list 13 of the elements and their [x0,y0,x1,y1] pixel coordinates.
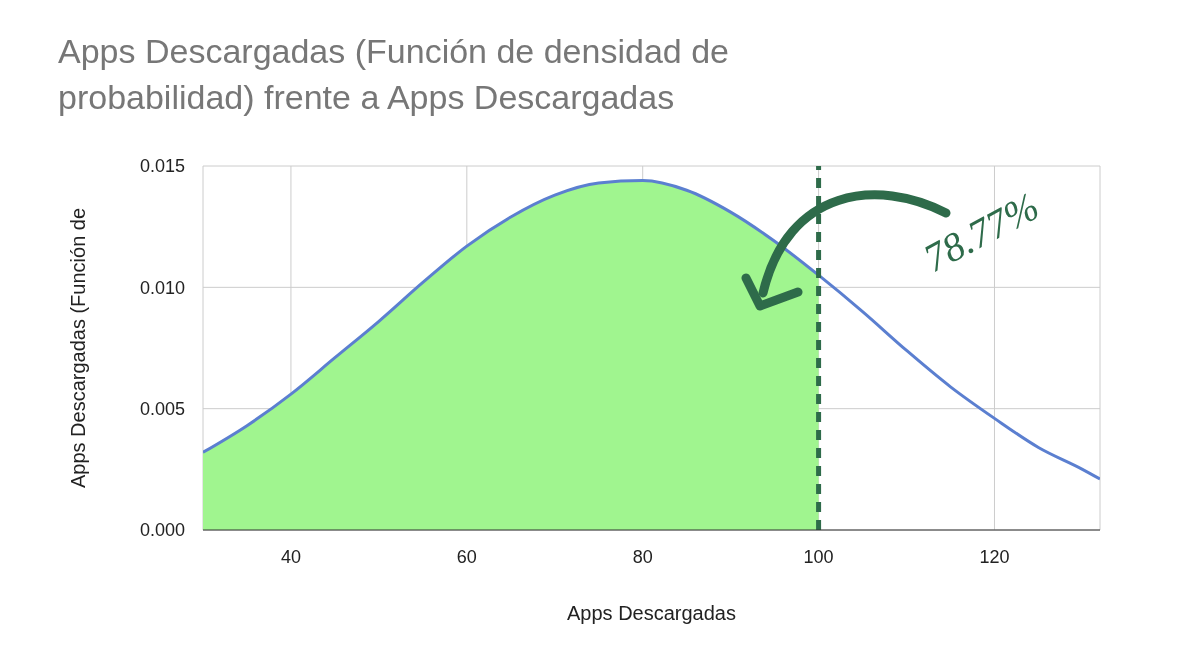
x-axis-title: Apps Descargadas [567,602,736,624]
line-series [203,179,1100,481]
chart-title: Apps Descargadas (Función de densidad de probabilidad) frente a Apps Descargadas [58,31,730,118]
x-tick-label: 40 [280,546,301,567]
y-axis-title: Apps Descargadas (Función de [67,207,90,489]
y-tick-label: 0.010 [139,277,185,298]
x-tick-label: 60 [456,546,477,567]
x-tick-label: 120 [979,546,1010,567]
x-tick-label: 80 [632,546,653,567]
x-tick-label: 100 [803,546,834,567]
y-tick-label: 0.015 [139,156,185,177]
y-tick-label: 0.005 [139,399,185,420]
y-tick-label: 0.000 [139,520,185,541]
